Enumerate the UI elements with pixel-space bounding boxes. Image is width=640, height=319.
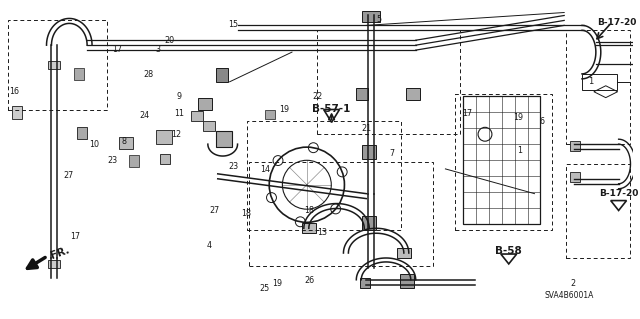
Text: 11: 11: [174, 109, 184, 118]
Text: B-17-20: B-17-20: [599, 189, 638, 198]
Text: 2: 2: [571, 279, 576, 288]
Text: 10: 10: [89, 140, 99, 149]
Bar: [119, 137, 132, 149]
Bar: [397, 248, 411, 258]
Polygon shape: [324, 109, 339, 122]
Bar: [248, 122, 401, 230]
Text: 4: 4: [207, 241, 212, 250]
Text: 18: 18: [241, 209, 251, 218]
Text: 5: 5: [376, 15, 381, 25]
Text: 13: 13: [317, 228, 327, 237]
Text: 9: 9: [177, 93, 182, 101]
Bar: [400, 274, 413, 288]
Bar: [49, 260, 60, 268]
Bar: [406, 88, 420, 100]
Bar: [356, 88, 368, 100]
Text: 7: 7: [389, 149, 394, 158]
Text: 19: 19: [273, 279, 282, 288]
Text: 16: 16: [9, 87, 19, 96]
Bar: [582, 74, 616, 90]
Bar: [570, 172, 580, 182]
Bar: [161, 154, 170, 164]
Bar: [198, 98, 212, 109]
Text: FR.: FR.: [49, 245, 71, 261]
Bar: [156, 130, 172, 144]
Text: B-58: B-58: [495, 246, 522, 256]
Text: 3: 3: [156, 45, 161, 54]
Text: 17: 17: [70, 232, 80, 241]
Text: 14: 14: [260, 165, 270, 174]
Bar: [566, 30, 630, 144]
Text: 1: 1: [588, 77, 593, 86]
Text: 15: 15: [228, 20, 238, 29]
Bar: [265, 109, 275, 119]
Text: B-17-20: B-17-20: [597, 19, 636, 27]
Text: 19: 19: [513, 113, 524, 122]
Bar: [317, 30, 460, 134]
Text: B-57-1: B-57-1: [312, 104, 351, 115]
Text: 18: 18: [304, 206, 314, 215]
Bar: [8, 20, 107, 109]
Text: 26: 26: [304, 276, 314, 285]
Text: 19: 19: [279, 105, 289, 114]
Bar: [455, 94, 552, 230]
Bar: [203, 122, 215, 131]
Text: 25: 25: [260, 284, 270, 293]
Text: 17: 17: [112, 45, 122, 54]
Bar: [77, 127, 87, 139]
Text: 24: 24: [140, 111, 150, 121]
Text: 17: 17: [463, 109, 472, 118]
Bar: [302, 223, 316, 233]
Text: 27: 27: [63, 171, 74, 181]
Text: SVA4B6001A: SVA4B6001A: [545, 291, 594, 300]
Bar: [360, 278, 370, 288]
Bar: [463, 96, 540, 224]
Text: 21: 21: [361, 124, 371, 133]
Bar: [129, 155, 139, 167]
Polygon shape: [611, 201, 627, 211]
Bar: [49, 61, 60, 69]
Bar: [362, 145, 376, 159]
Bar: [191, 112, 203, 122]
Text: 8: 8: [121, 137, 126, 146]
Polygon shape: [501, 254, 516, 264]
Bar: [74, 68, 84, 80]
Bar: [570, 141, 580, 151]
Bar: [566, 164, 630, 258]
Bar: [362, 216, 376, 230]
Text: 23: 23: [228, 162, 238, 171]
Text: 20: 20: [164, 36, 175, 45]
Bar: [12, 106, 22, 119]
Text: 22: 22: [313, 93, 323, 101]
Bar: [216, 131, 232, 147]
Bar: [216, 68, 228, 82]
Bar: [250, 162, 433, 266]
Text: 28: 28: [144, 70, 154, 79]
Text: 6: 6: [540, 117, 545, 126]
Bar: [362, 11, 380, 22]
Text: 23: 23: [108, 156, 118, 165]
Text: 12: 12: [171, 130, 181, 139]
Text: 27: 27: [209, 206, 220, 215]
Text: 1: 1: [517, 145, 522, 154]
